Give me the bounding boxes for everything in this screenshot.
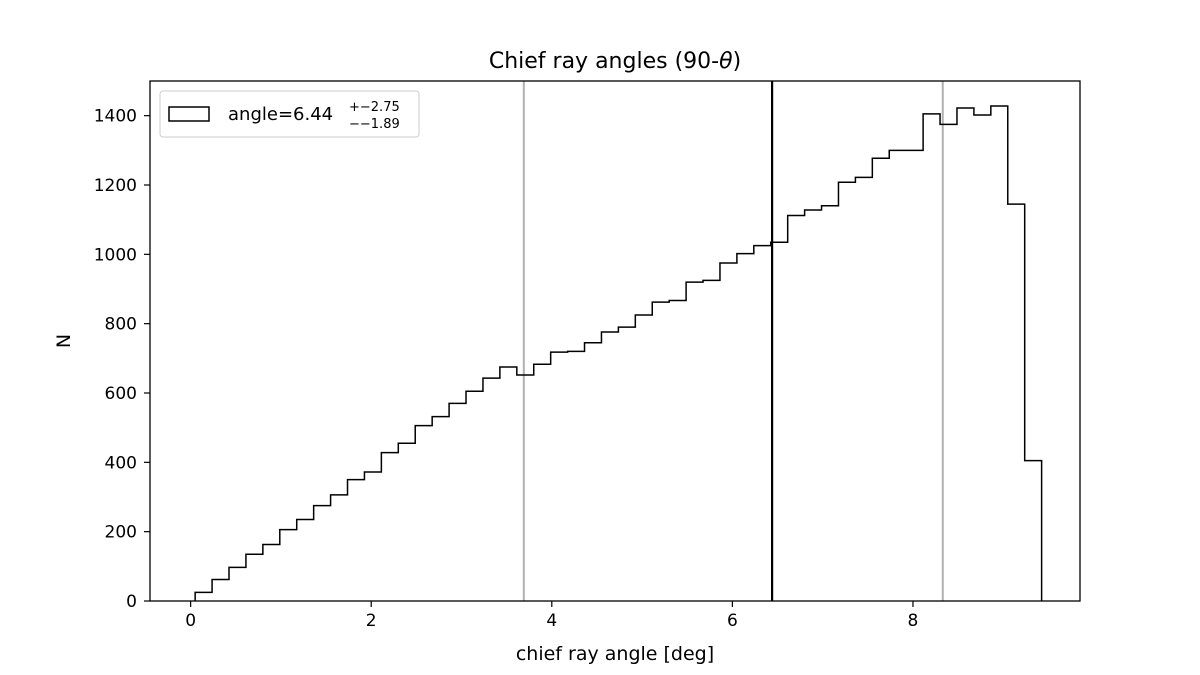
histogram-bin	[618, 327, 635, 601]
histogram-bin	[449, 403, 466, 601]
histogram-bin	[398, 443, 415, 601]
histogram-bin	[500, 367, 517, 601]
histogram-bin	[889, 150, 906, 601]
y-tick-label: 600	[105, 384, 137, 404]
histogram-bin	[466, 391, 483, 601]
histogram-bin	[381, 453, 398, 601]
legend: angle=6.44 +−2.75 −−1.89	[159, 90, 420, 138]
histogram-outline	[194, 105, 1043, 601]
histogram-bin	[415, 426, 432, 601]
x-tick-label: 2	[366, 611, 377, 631]
legend-label: angle=6.44	[228, 104, 333, 125]
histogram-bin	[364, 472, 381, 601]
legend-frame	[159, 90, 420, 138]
histogram-bin	[737, 254, 754, 601]
y-tick-label: 0	[126, 592, 137, 612]
histogram-bin	[568, 351, 585, 601]
histogram-bin	[669, 300, 686, 601]
x-tick-label: 8	[908, 611, 919, 631]
legend-swatch	[168, 106, 210, 122]
histogram-bin	[280, 530, 297, 601]
histogram-bin	[652, 302, 669, 601]
x-tick-label: 0	[185, 611, 196, 631]
histogram-bin	[855, 177, 872, 601]
histogram-bin	[635, 315, 652, 601]
histogram-bin	[246, 554, 263, 601]
legend-upper-error: +−2.75	[349, 100, 400, 115]
histogram-bin	[483, 378, 500, 601]
histogram-bin	[348, 480, 365, 601]
y-axis-label: N	[53, 334, 75, 348]
histogram-bin	[1025, 461, 1042, 601]
y-tick-label: 800	[105, 315, 137, 335]
histogram-bin	[331, 495, 348, 601]
histogram-bin	[822, 206, 839, 601]
histogram-bin	[974, 115, 991, 601]
x-tick-label: 4	[546, 611, 557, 631]
histogram-bin	[838, 182, 855, 601]
histogram-bin	[297, 520, 314, 601]
histogram-bin	[585, 343, 602, 601]
y-tick-label: 200	[105, 523, 137, 543]
histogram-bin	[906, 150, 923, 601]
histogram-bin	[788, 216, 805, 601]
x-tick-label: 6	[727, 611, 738, 631]
histogram-bin	[923, 114, 940, 601]
histogram-bin	[720, 263, 737, 601]
histogram-bin	[872, 158, 889, 601]
histogram-bin	[771, 242, 788, 601]
chart-title-symbol: θ	[719, 49, 733, 74]
histogram-bin	[229, 567, 246, 601]
y-tick-label: 1000	[94, 245, 137, 265]
y-tick-label: 400	[105, 453, 137, 473]
histogram-bin	[703, 280, 720, 601]
axes-frame	[149, 80, 1081, 602]
histogram-bin	[957, 108, 974, 601]
histogram-bin	[195, 592, 212, 601]
histogram-bin	[212, 580, 229, 601]
histogram-bin	[805, 210, 822, 601]
histogram-bin	[432, 417, 449, 601]
chart-title: Chief ray angles (90-θ)	[489, 49, 741, 74]
chart-title-text: Chief ray angles (90-	[489, 49, 719, 74]
legend-lower-error: −−1.89	[349, 117, 400, 132]
x-axis-label: chief ray angle [deg]	[516, 643, 714, 665]
histogram-bin	[686, 282, 703, 601]
y-tick-label: 1400	[94, 107, 137, 127]
histogram-bin	[534, 364, 551, 601]
histogram-bin	[551, 352, 568, 601]
histogram-bin	[263, 544, 280, 601]
histogram-bin	[940, 124, 957, 601]
histogram-bin	[314, 506, 331, 601]
histogram-bin	[754, 246, 771, 601]
histogram-bin	[991, 106, 1008, 601]
y-tick-label: 1200	[94, 176, 137, 196]
plot-area: 0 2 4 6 8 0 200 400 600 800 1000 1200 1400	[94, 80, 1081, 631]
histogram-bin	[1008, 204, 1025, 601]
histogram-bin	[601, 332, 618, 601]
histogram-bin	[517, 375, 534, 601]
chart-title-close: )	[733, 49, 742, 74]
